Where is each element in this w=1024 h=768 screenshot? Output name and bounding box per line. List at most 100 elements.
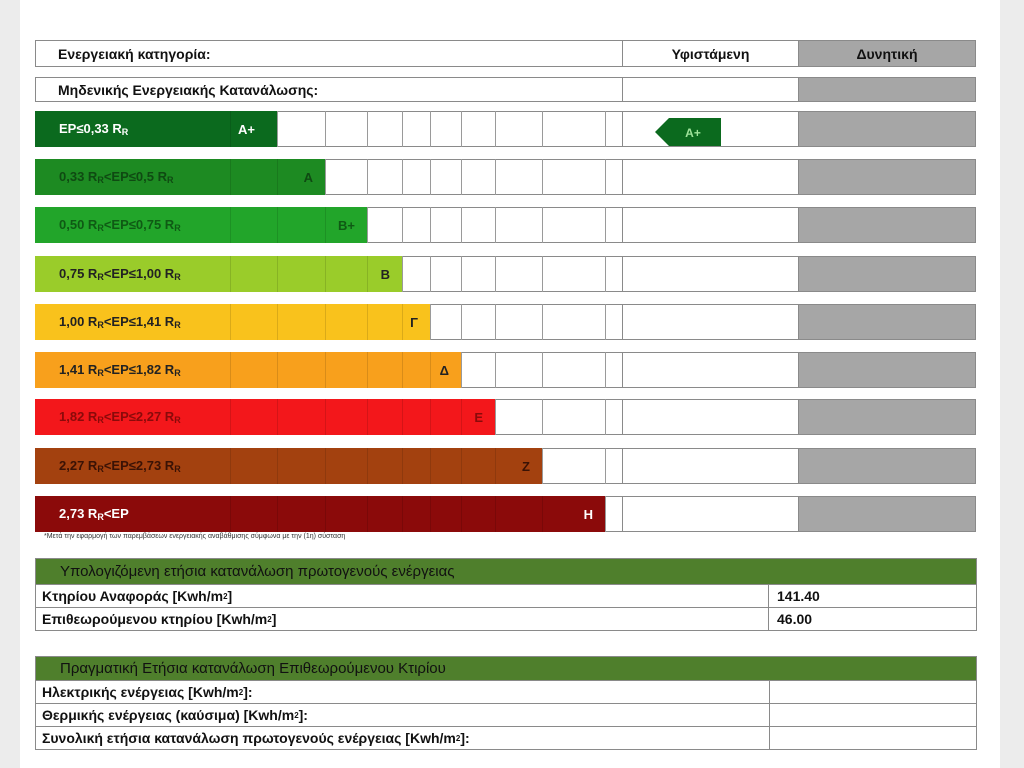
actual-row-value xyxy=(769,680,977,704)
existing-cell-7 xyxy=(622,448,799,484)
grid-line xyxy=(277,399,278,435)
grid-line xyxy=(605,256,606,292)
grid-line xyxy=(495,352,496,388)
grid-line xyxy=(367,207,368,243)
grid-line xyxy=(495,256,496,292)
calculated-title: Υπολογιζόμενη ετήσια κατανάλωση πρωτογεν… xyxy=(35,558,977,585)
grid-line xyxy=(430,111,431,147)
grid-line xyxy=(461,496,462,532)
category-label: Ενεργειακή κατηγορία: xyxy=(58,45,211,62)
class-letter: Δ xyxy=(439,362,449,378)
grid-line xyxy=(542,159,543,195)
potential-cell-8 xyxy=(798,496,976,532)
existing-cell-5 xyxy=(622,352,799,388)
grid-line xyxy=(230,256,231,292)
class-letter: Ζ xyxy=(522,458,530,474)
potential-header: Δυνητική xyxy=(798,40,976,67)
rating-arrow-shape xyxy=(655,118,721,146)
grid-line xyxy=(542,111,543,147)
class-range: 1,82 RR<EP≤2,27 RR xyxy=(59,409,181,425)
grid-line xyxy=(605,304,606,340)
grid-line xyxy=(461,448,462,484)
grid-line xyxy=(605,159,606,195)
zero-energy-potential xyxy=(798,77,976,102)
grid-line xyxy=(367,304,368,340)
grid-line xyxy=(402,399,403,435)
grid-line xyxy=(402,448,403,484)
grid-line xyxy=(277,256,278,292)
potential-label: Δυνητική xyxy=(856,45,918,62)
actual-row-label: Συνολική ετήσια κατανάλωση πρωτογενούς ε… xyxy=(35,726,770,750)
grid-line xyxy=(402,256,403,292)
potential-cell-1 xyxy=(798,159,976,195)
existing-cell-1 xyxy=(622,159,799,195)
grid-line xyxy=(605,207,606,243)
actual-row-value xyxy=(769,703,977,727)
calculated-row-value: 46.00 xyxy=(768,607,977,631)
potential-cell-5 xyxy=(798,352,976,388)
grid-line xyxy=(325,207,326,243)
grid-line xyxy=(461,399,462,435)
category-label-cell: Ενεργειακή κατηγορία: xyxy=(35,40,623,67)
grid-line xyxy=(495,496,496,532)
class-range: 1,41 RR<EP≤1,82 RR xyxy=(59,362,181,378)
grid-line xyxy=(325,256,326,292)
actual-title: Πραγματική Ετήσια κατανάλωση Επιθεωρούμε… xyxy=(35,656,977,681)
class-bar-5: 1,41 RR<EP≤1,82 RR Δ xyxy=(35,352,461,388)
grid-line xyxy=(230,399,231,435)
zero-energy-existing xyxy=(622,77,799,102)
existing-cell-8 xyxy=(622,496,799,532)
grid-line xyxy=(325,399,326,435)
grid-line xyxy=(461,207,462,243)
existing-rating-letter: A+ xyxy=(685,126,701,140)
class-range: 2,73 RR<EP xyxy=(59,506,129,522)
grid-line xyxy=(461,256,462,292)
class-bar-0: EP≤0,33 RR A+ xyxy=(35,111,277,147)
grid-line xyxy=(542,304,543,340)
grid-line xyxy=(495,159,496,195)
class-bar-7: 2,27 RR<EP≤2,73 RR Ζ xyxy=(35,448,542,484)
grid-line xyxy=(495,207,496,243)
grid-line xyxy=(430,352,431,388)
potential-cell-7 xyxy=(798,448,976,484)
class-letter: Η xyxy=(583,506,593,522)
actual-row-value xyxy=(769,726,977,750)
actual-title-text: Πραγματική Ετήσια κατανάλωση Επιθεωρούμε… xyxy=(60,660,446,677)
potential-cell-2 xyxy=(798,207,976,243)
calculated-row-value: 141.40 xyxy=(768,584,977,608)
grid-line xyxy=(367,399,368,435)
potential-cell-0 xyxy=(798,111,976,147)
grid-line xyxy=(605,399,606,435)
grid-line xyxy=(230,496,231,532)
grid-line xyxy=(495,304,496,340)
grid-line xyxy=(461,159,462,195)
grid-line xyxy=(277,352,278,388)
grid-line xyxy=(605,352,606,388)
grid-line xyxy=(430,256,431,292)
grid-line xyxy=(430,207,431,243)
class-letter: A xyxy=(303,169,313,185)
grid-line xyxy=(402,352,403,388)
zero-energy-label: Μηδενικής Ενεργειακής Κατανάλωσης: xyxy=(58,81,319,98)
grid-line xyxy=(402,159,403,195)
existing-cell-3 xyxy=(622,256,799,292)
potential-cell-6 xyxy=(798,399,976,435)
class-range: 0,50 RR<EP≤0,75 RR xyxy=(59,217,181,233)
grid-line xyxy=(605,496,606,532)
grid-line xyxy=(402,304,403,340)
grid-line xyxy=(605,448,606,484)
grid-line xyxy=(230,159,231,195)
class-letter: B+ xyxy=(338,217,355,233)
class-range: 0,33 RR<EP≤0,5 RR xyxy=(59,169,174,185)
grid-line xyxy=(430,399,431,435)
grid-line xyxy=(402,111,403,147)
grid-line xyxy=(367,352,368,388)
grid-line xyxy=(430,304,431,340)
existing-header: Υφιστάμενη xyxy=(622,40,799,67)
grid-line xyxy=(542,448,543,484)
grid-line xyxy=(430,448,431,484)
grid-line xyxy=(325,496,326,532)
class-letter: Γ xyxy=(410,314,418,330)
grid-line xyxy=(461,352,462,388)
existing-cell-4 xyxy=(622,304,799,340)
